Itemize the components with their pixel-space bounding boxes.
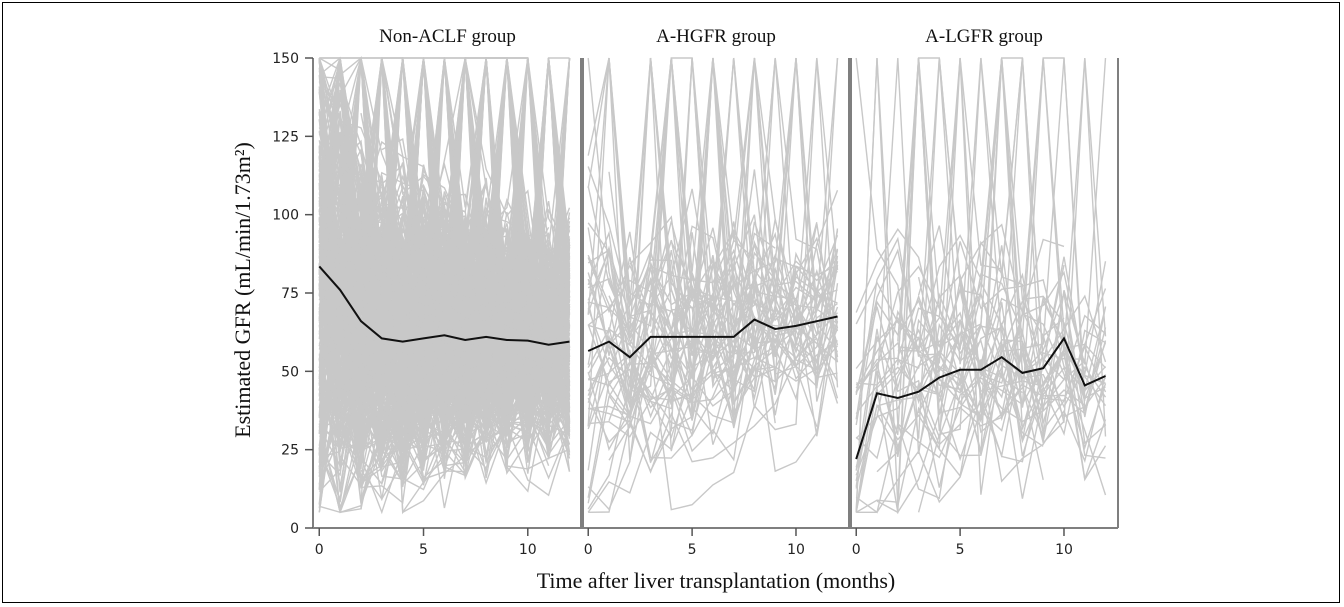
panel-titles: Non-ACLF group A-HGFR group A-LGFR group (379, 26, 1043, 47)
panel-1-trajectories (318, 55, 571, 515)
panel-3-trajectories (855, 57, 1107, 515)
mean-line-panel-3 (855, 336, 1106, 460)
trajectory-line (855, 57, 1044, 513)
trajectory-line (855, 57, 1106, 405)
trajectory-line (587, 236, 839, 362)
trajectory-line (855, 339, 1107, 496)
panel-title-2: A-HGFR group (656, 26, 776, 47)
trajectory-line (318, 315, 550, 488)
trajectory-line (917, 289, 1086, 451)
trajectory-line (855, 264, 1065, 463)
trajectory-line (318, 229, 571, 455)
mean-lines (318, 265, 1106, 460)
mean-line-panel-2 (587, 315, 838, 359)
trajectory-line (318, 57, 571, 418)
trajectory-line (587, 277, 776, 407)
y-tick-label: 25 (281, 443, 299, 459)
trajectory-line (587, 57, 839, 354)
panel-2-trajectories (587, 57, 839, 513)
trajectory-line (318, 263, 549, 470)
trajectory-line (897, 241, 1107, 393)
trajectory-line (855, 265, 1023, 394)
y-tick-label: 50 (281, 364, 299, 380)
x-axes: 0 5 10 0 5 10 0 5 10 (315, 528, 1073, 558)
trajectory-line (855, 302, 1106, 476)
trajectory-line (339, 327, 571, 504)
y-axis: 0 25 50 75 100 125 150 (272, 51, 313, 537)
trajectory-line (649, 189, 839, 346)
y-tick-label: 150 (272, 51, 299, 67)
trajectory-line (650, 169, 839, 371)
individual-trajectories (318, 55, 1107, 515)
trajectory-line (587, 57, 839, 406)
trajectory-line (318, 239, 529, 421)
x-tick-label: 0 (584, 542, 593, 558)
x-tick-label: 5 (688, 542, 697, 558)
trajectory-line (318, 57, 571, 420)
trajectory-line (876, 57, 1065, 514)
trajectory-line (318, 243, 571, 450)
trajectory-line (318, 57, 571, 514)
trajectory-line (855, 57, 1107, 402)
x-tick-label: 0 (852, 542, 861, 558)
trajectory-line (855, 57, 1107, 460)
trajectory-line (587, 57, 839, 400)
trajectory-line (318, 57, 529, 397)
trajectory-line (587, 259, 838, 404)
panel-title-1: Non-ACLF group (379, 26, 516, 47)
trajectory-line (318, 57, 571, 465)
trajectory-line (629, 282, 838, 440)
trajectory-line (587, 57, 839, 513)
y-tick-label: 0 (290, 521, 299, 537)
x-tick-label: 5 (419, 542, 428, 558)
x-axis-label: Time after liver transplantation (months… (537, 568, 895, 593)
mean-line-panel-1 (318, 265, 570, 346)
trajectory-line (588, 301, 797, 513)
trajectory-line (856, 341, 1107, 513)
trajectory-line (587, 248, 756, 360)
trajectory-line (587, 249, 839, 510)
x-tick-label: 0 (315, 542, 324, 558)
y-axis-label: Estimated GFR (mL/min/1.73m²) (230, 142, 255, 438)
trajectory-line (855, 57, 1107, 482)
trajectory-line (855, 256, 1107, 488)
trajectory-line (318, 321, 571, 443)
y-tick-label: 125 (272, 129, 299, 145)
trajectory-line (318, 57, 571, 477)
y-tick-label: 100 (272, 208, 299, 224)
trajectory-line (318, 196, 529, 397)
x-tick-label: 5 (956, 542, 965, 558)
trajectory-line (339, 269, 571, 485)
x-tick-label: 10 (1055, 542, 1073, 558)
y-tick-label: 75 (281, 286, 299, 302)
trajectory-line (318, 57, 570, 383)
trajectory-line (587, 239, 839, 511)
trajectory-line (587, 57, 839, 391)
trajectory-line (339, 57, 571, 405)
trajectory-line (318, 202, 570, 378)
trajectory-line (587, 293, 838, 401)
panel-title-3: A-LGFR group (925, 26, 1043, 47)
x-tick-label: 10 (519, 542, 537, 558)
x-tick-label: 10 (787, 542, 805, 558)
